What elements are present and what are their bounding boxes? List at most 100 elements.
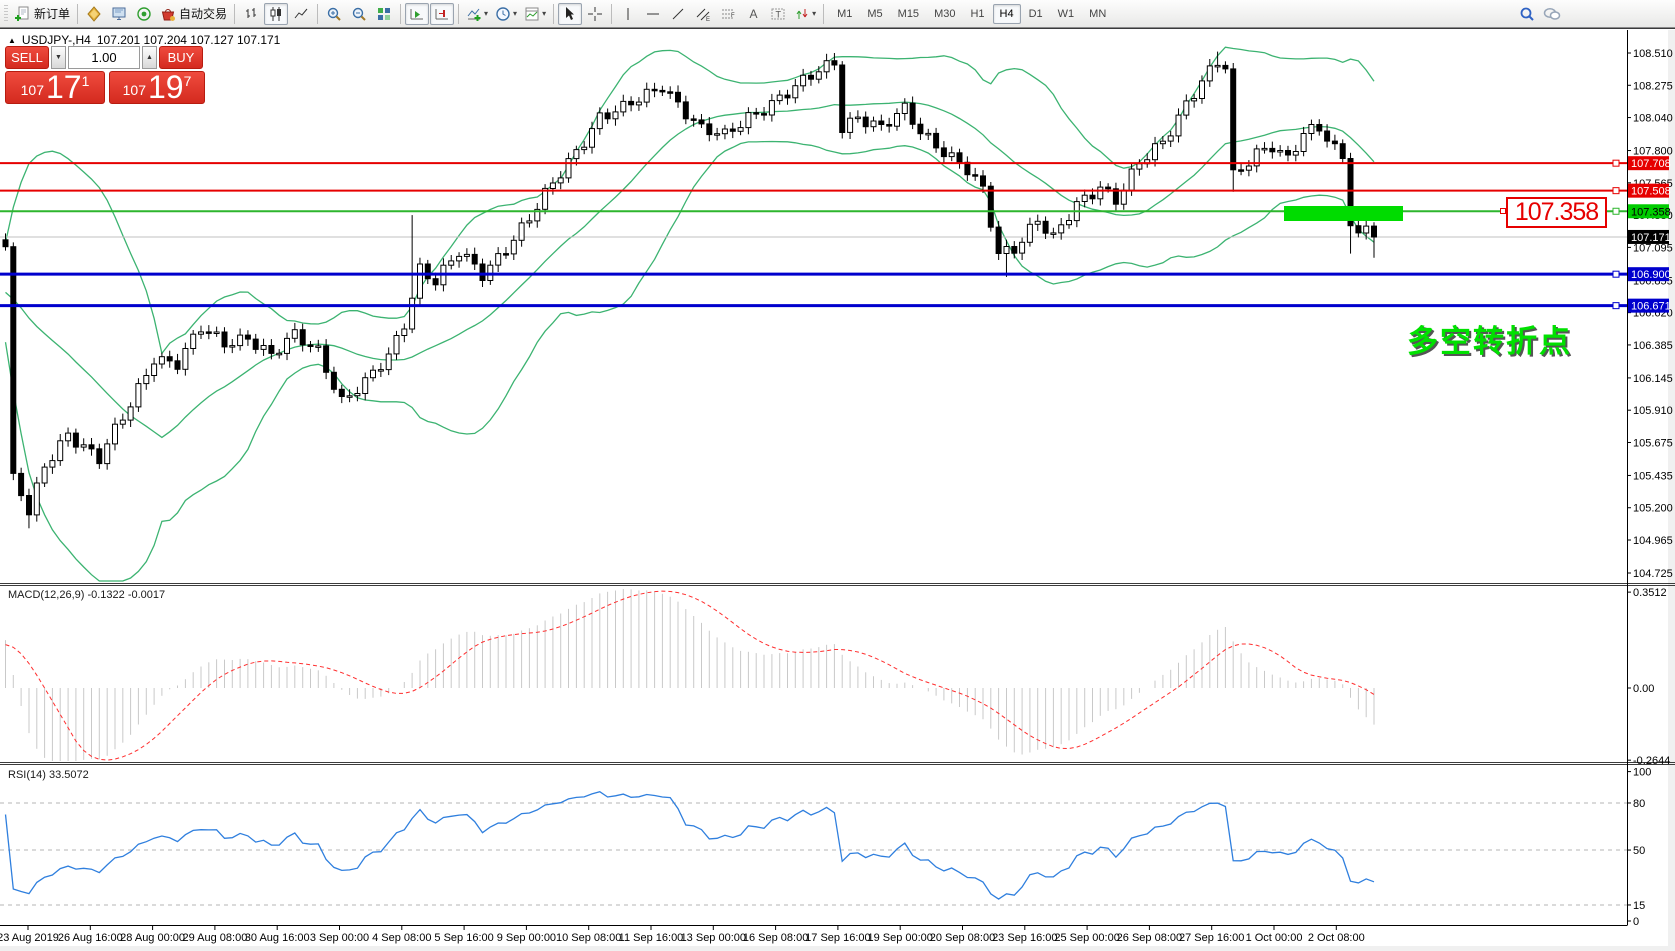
arrows-button[interactable]: ▾: [791, 3, 819, 25]
timeframe-m30[interactable]: M30: [927, 4, 962, 24]
svg-text:106.385: 106.385: [1633, 340, 1673, 352]
channel-icon: E: [695, 6, 711, 22]
templates-button[interactable]: ▾: [521, 3, 549, 25]
ask-price-big: 19: [147, 68, 184, 105]
navigator-button[interactable]: [107, 3, 131, 25]
horizontal-line-button[interactable]: [641, 3, 665, 25]
svg-text:25 Sep 00:00: 25 Sep 00:00: [1054, 932, 1119, 944]
volume-input[interactable]: [68, 46, 140, 69]
svg-text:107.708: 107.708: [1631, 158, 1671, 170]
candles-layer: [2, 51, 1377, 529]
svg-text:3 Sep 00:00: 3 Sep 00:00: [310, 932, 369, 944]
crosshair-icon: [587, 6, 603, 22]
crosshair-button[interactable]: [583, 3, 607, 25]
chart-symbol-title: USDJPY-,H4: [21, 33, 91, 47]
zoom-out-button[interactable]: [347, 3, 371, 25]
svg-text:26 Sep 08:00: 26 Sep 08:00: [1117, 932, 1182, 944]
window-menu-icon[interactable]: ▲: [8, 35, 16, 45]
autoscroll-button[interactable]: [405, 2, 430, 25]
toolbar: 新订单 自动交易 ▾ ▾ ▾ E F A T: [0, 0, 1675, 28]
svg-text:2 Oct 08:00: 2 Oct 08:00: [1308, 932, 1365, 944]
vertical-line-button[interactable]: [616, 3, 640, 25]
fibonacci-button[interactable]: F: [716, 3, 740, 25]
candlestick-chart-button[interactable]: [264, 2, 289, 25]
line-chart-button[interactable]: [289, 3, 313, 25]
new-order-button[interactable]: 新订单: [11, 3, 73, 25]
indicators-button[interactable]: ▾: [463, 3, 491, 25]
toolbar-grip[interactable]: [4, 4, 8, 23]
chevron-down-icon: ▾: [542, 9, 547, 18]
timeframe-h1[interactable]: H1: [963, 4, 991, 24]
svg-text:11 Sep 16:00: 11 Sep 16:00: [619, 932, 684, 944]
svg-text:0: 0: [1633, 916, 1639, 928]
navigator-icon: [111, 6, 127, 22]
highlight-rectangle[interactable]: [1284, 206, 1403, 221]
price-callout-box[interactable]: 107.358: [1506, 197, 1607, 228]
timeframe-h4[interactable]: H4: [992, 3, 1021, 24]
fibonacci-icon: F: [720, 6, 736, 22]
svg-text:27 Sep 16:00: 27 Sep 16:00: [1179, 932, 1244, 944]
trendline-button[interactable]: [666, 3, 690, 25]
chart-header: ▲ USDJPY-,H4 107.201 107.204 107.127 107…: [8, 33, 280, 47]
svg-text:105.435: 105.435: [1633, 470, 1673, 482]
svg-text:107.095: 107.095: [1633, 242, 1673, 254]
toolbar-separator: [400, 3, 402, 24]
timeframe-m1[interactable]: M1: [830, 4, 859, 24]
text-label-button[interactable]: T: [766, 3, 790, 25]
autotrading-icon: [160, 6, 176, 22]
svg-text:-0.2644: -0.2644: [1633, 755, 1670, 767]
templates-icon: [524, 6, 540, 22]
sell-button[interactable]: SELL: [5, 46, 49, 69]
highlight-layer: [1284, 206, 1403, 221]
chart-shift-button[interactable]: [430, 2, 455, 25]
text-icon: A: [745, 6, 761, 22]
autotrading-button[interactable]: 自动交易: [157, 3, 230, 25]
svg-text:106.671: 106.671: [1631, 301, 1671, 313]
community-button[interactable]: [1540, 3, 1564, 25]
search-button[interactable]: [1515, 3, 1539, 25]
bar-chart-icon: [243, 6, 259, 22]
text-label-icon: T: [770, 6, 786, 22]
tile-windows-button[interactable]: [372, 3, 396, 25]
channel-button[interactable]: E: [691, 3, 715, 25]
periods-button[interactable]: ▾: [492, 3, 520, 25]
toolbar-separator: [458, 3, 460, 24]
one-click-trading-panel: SELL ▼ ▲ BUY 107 17 1 107 19 7: [5, 46, 205, 104]
svg-text:105.675: 105.675: [1633, 437, 1673, 449]
svg-text:T: T: [776, 9, 782, 19]
timeframe-d1[interactable]: D1: [1022, 4, 1050, 24]
timeframe-m15[interactable]: M15: [891, 4, 926, 24]
svg-text:80: 80: [1633, 798, 1645, 810]
buy-button[interactable]: BUY: [159, 46, 203, 69]
timeframe-w1[interactable]: W1: [1051, 4, 1082, 24]
frame-layer: [0, 30, 1675, 926]
text-button[interactable]: A: [741, 3, 765, 25]
indicators-icon: [466, 6, 482, 22]
svg-text:0.3512: 0.3512: [1633, 587, 1667, 599]
callout-anchor-handle[interactable]: [1500, 208, 1506, 214]
line-chart-icon: [293, 6, 309, 22]
timeframe-mn[interactable]: MN: [1082, 4, 1113, 24]
turning-point-annotation[interactable]: 多空转折点: [1407, 324, 1572, 359]
volume-increase-button[interactable]: ▲: [142, 46, 157, 69]
zoom-in-button[interactable]: [322, 3, 346, 25]
sell-price-button[interactable]: 107 17 1: [5, 71, 105, 104]
market-watch-button[interactable]: [82, 3, 106, 25]
bar-chart-button[interactable]: [239, 3, 263, 25]
svg-text:28 Aug 00:00: 28 Aug 00:00: [120, 932, 185, 944]
chart-ohlc-values: 107.201 107.204 107.127 107.171: [96, 33, 281, 47]
volume-decrease-button[interactable]: ▼: [51, 46, 66, 69]
ask-price-prefix: 107: [122, 82, 146, 98]
toolbar-separator: [823, 3, 825, 24]
buy-price-button[interactable]: 107 19 7: [109, 71, 205, 104]
svg-text:106.900: 106.900: [1631, 269, 1671, 281]
cursor-button[interactable]: [558, 2, 583, 25]
svg-text:108.510: 108.510: [1633, 48, 1673, 60]
svg-text:15: 15: [1633, 900, 1645, 912]
signals-button[interactable]: [132, 3, 156, 25]
timeframe-m5[interactable]: M5: [860, 4, 889, 24]
zoom-in-icon: [326, 6, 342, 22]
